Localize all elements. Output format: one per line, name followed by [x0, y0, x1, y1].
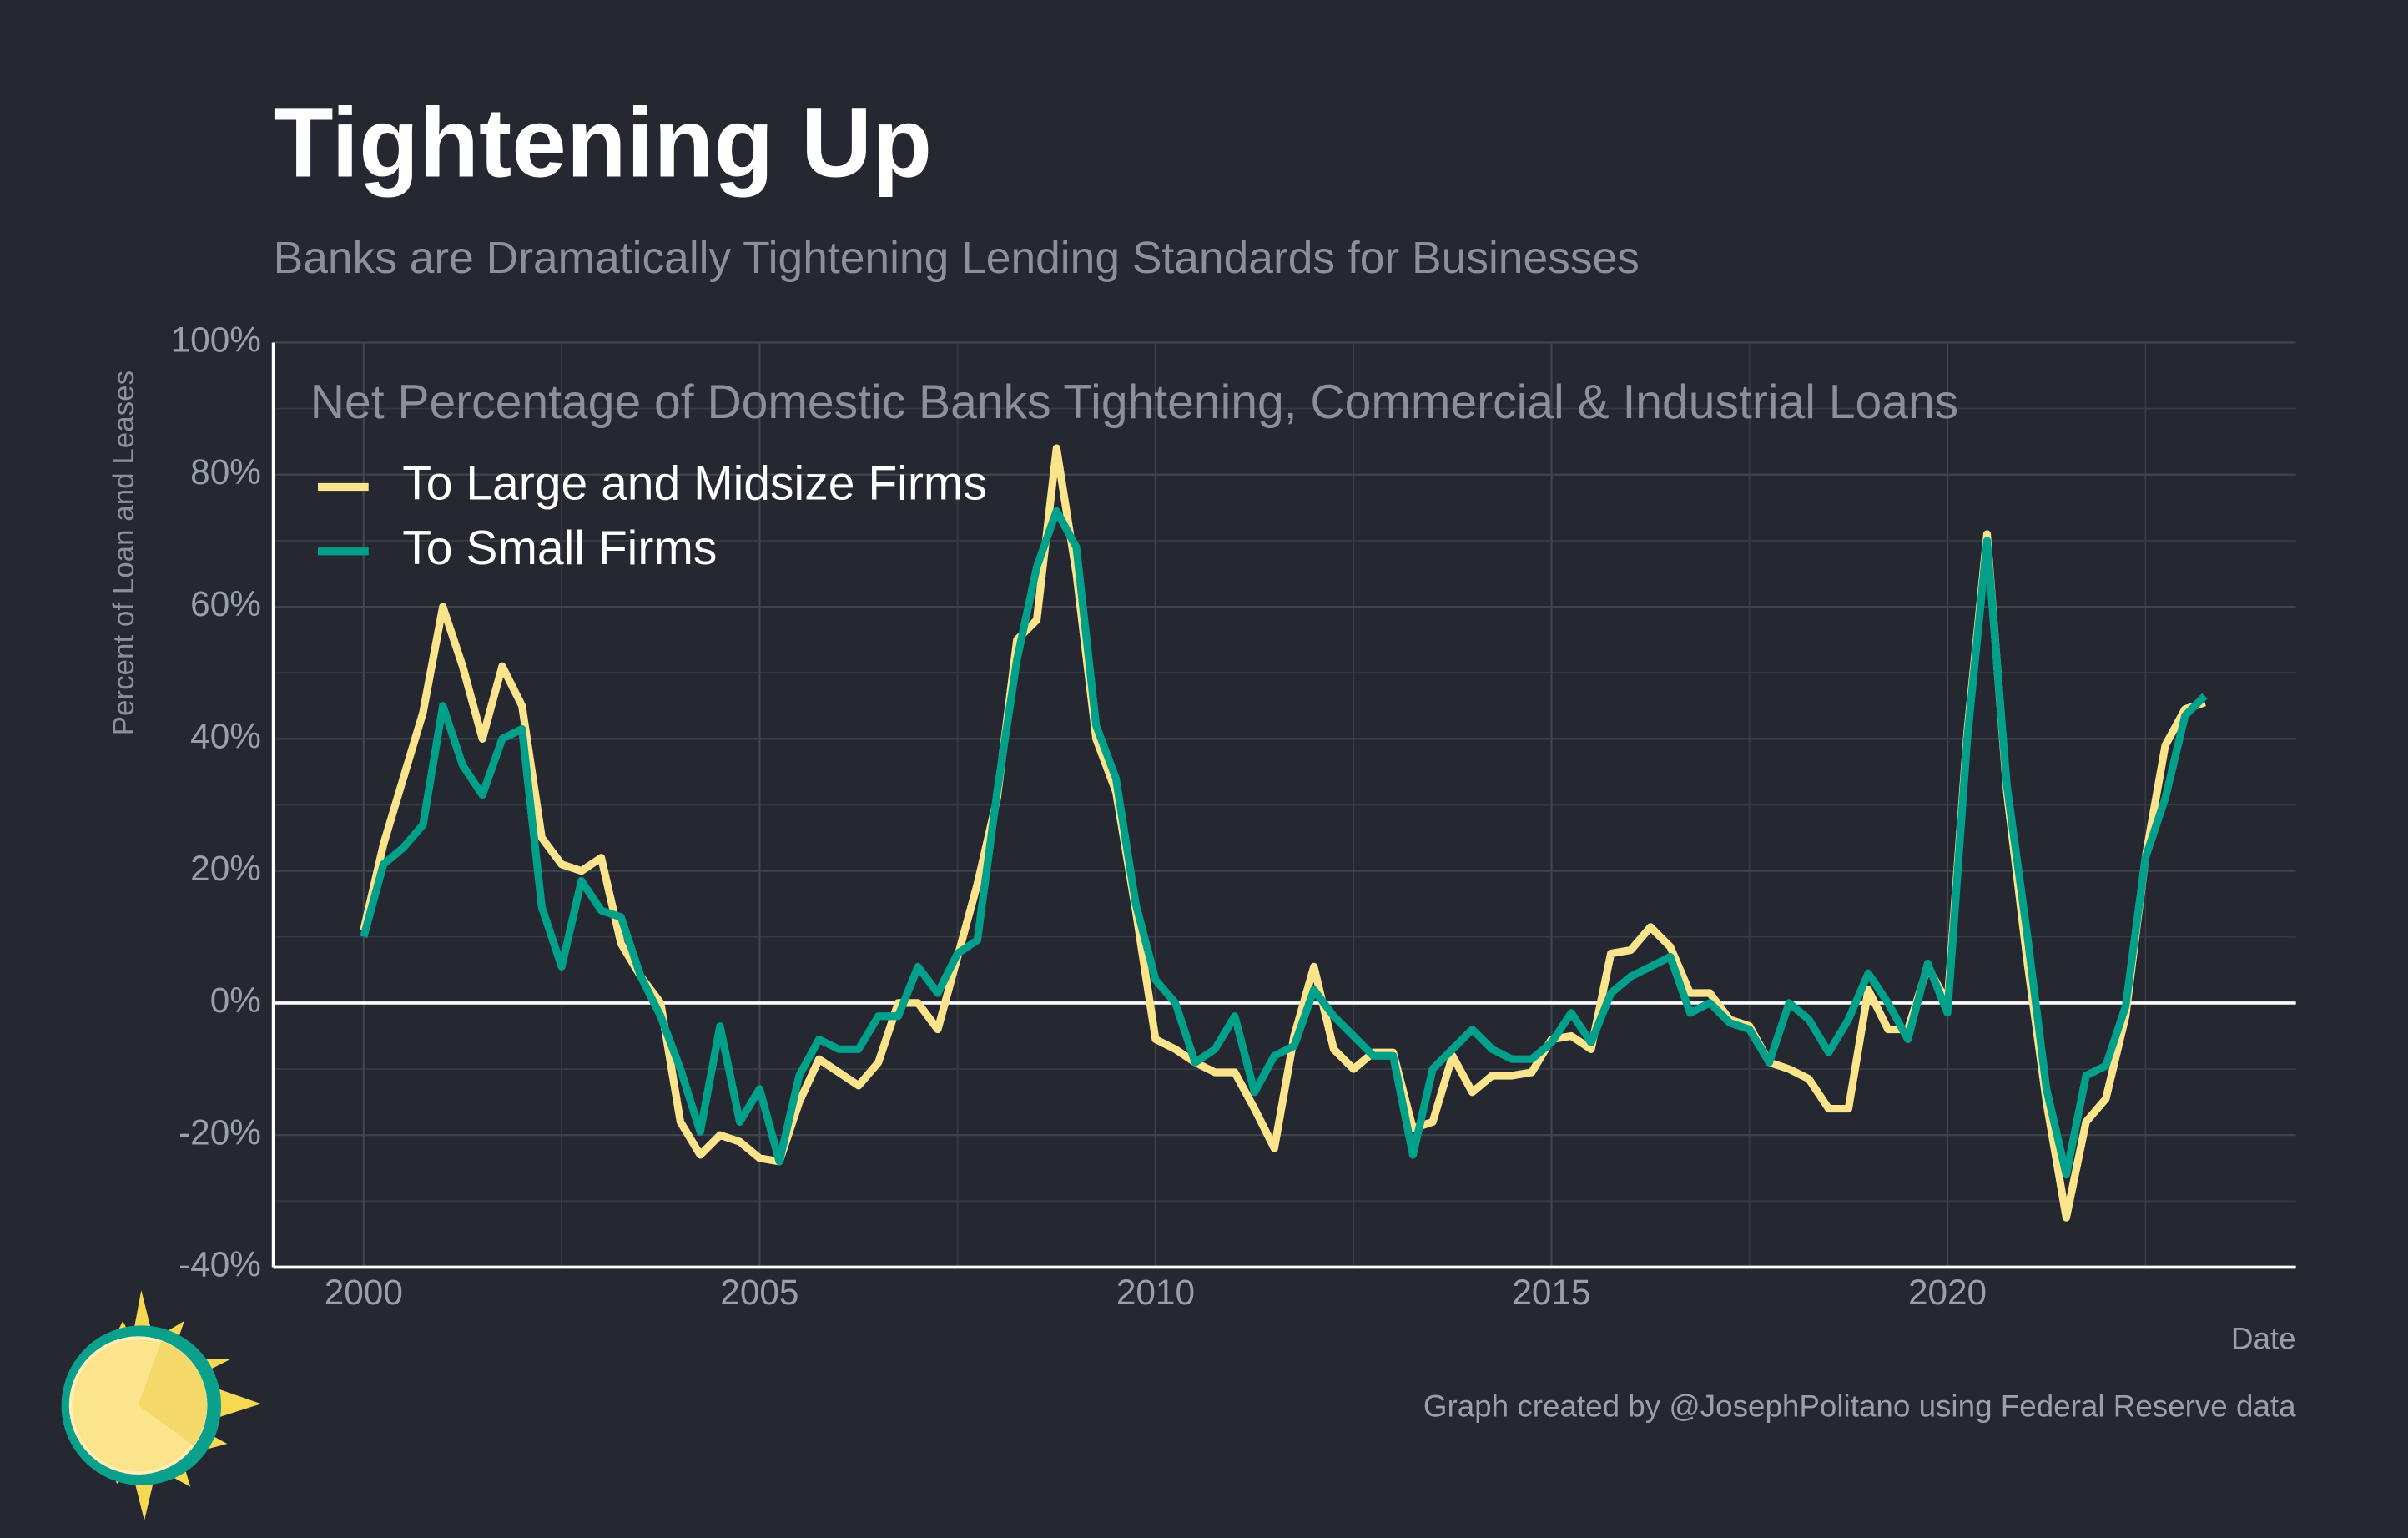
- chart-title: Tightening Up: [274, 88, 932, 198]
- x-tick-label: 2015: [1512, 1273, 1590, 1312]
- y-tick-label: 0%: [210, 981, 261, 1020]
- series-line: [360, 444, 2206, 1222]
- series-line: [360, 507, 2208, 1179]
- logo: [61, 1290, 261, 1521]
- caption: Graph created by @JosephPolitano using F…: [1423, 1389, 2296, 1424]
- y-axis-label: Percent of Loan and Leases: [108, 371, 140, 735]
- y-tick-label: -20%: [179, 1112, 261, 1152]
- x-axis-label: Date: [2231, 1322, 2296, 1356]
- plot-area: -40% -20% 0% 20% 40% 60% 80% 100% 2000 2005 2010 20…: [171, 320, 2296, 1312]
- x-tick-label: 2005: [720, 1273, 798, 1312]
- y-tick-label: 60%: [190, 584, 261, 623]
- x-tick-label: 2020: [1908, 1273, 1987, 1312]
- legend-label: To Large and Midsize Firms: [402, 457, 987, 511]
- y-tick-label: -40%: [179, 1245, 261, 1284]
- x-tick-label: 2000: [325, 1273, 403, 1312]
- inner-title: Net Percentage of Domestic Banks Tighten…: [310, 376, 1958, 429]
- y-tick-label: 40%: [190, 717, 261, 756]
- x-tick-label: 2010: [1116, 1273, 1195, 1312]
- y-tick-label: 80%: [190, 452, 261, 492]
- y-tick-label: 20%: [190, 849, 261, 888]
- y-tick-label: 100%: [171, 320, 261, 360]
- chart-subtitle: Banks are Dramatically Tightening Lendin…: [274, 234, 1640, 283]
- legend-label: To Small Firms: [402, 522, 717, 575]
- sun-shade: [138, 1340, 208, 1445]
